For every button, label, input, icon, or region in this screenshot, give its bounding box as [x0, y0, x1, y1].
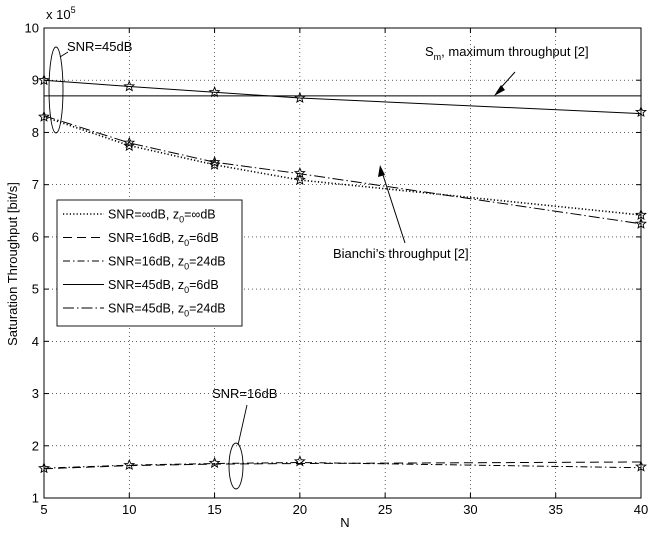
bianchi-arrowhead: [378, 165, 385, 177]
legend-box: [56, 199, 243, 327]
snr45-pointer: [59, 51, 69, 58]
star-marker: [123, 458, 136, 471]
x-tick-label: 10: [122, 502, 136, 517]
snr16-ellipse: [228, 442, 244, 490]
star-marker: [293, 173, 306, 185]
x-tick-label: 25: [378, 502, 392, 517]
series-line-3: [43, 461, 642, 469]
y-tick-label: 2: [32, 438, 39, 453]
y-tick-label: 4: [32, 334, 39, 349]
snr45-label: SNR=45dB: [67, 39, 132, 54]
y-tick-label: 8: [32, 125, 39, 140]
y-tick-label: 7: [32, 177, 39, 192]
star-marker: [208, 158, 221, 170]
snr45-annotation: SNR=45dB: [48, 39, 132, 134]
star-marker: [123, 136, 136, 148]
snr16-annotation: SNR=16dB: [212, 386, 277, 490]
star-marker: [208, 85, 221, 98]
star-marker: [208, 456, 221, 469]
legend-label-2: SNR=16dB, z0=6dB: [108, 231, 219, 248]
bianchi-label: Bianchi’s throughput [2]: [333, 246, 469, 261]
star-marker: [123, 80, 136, 92]
bianchi-arrow: [381, 171, 406, 244]
y-tick-label: 5: [32, 282, 39, 297]
x-axis-title: N: [340, 515, 349, 530]
series-line-4: [43, 79, 642, 115]
star-marker: [123, 139, 136, 152]
sm-arrowhead: [494, 85, 505, 96]
series-line-5: [43, 115, 642, 225]
star-marker: [293, 455, 306, 467]
snr16-pointer: [237, 404, 248, 446]
sm-label: Sm, maximum throughput [2]: [425, 44, 589, 62]
x-tick-label: 20: [293, 502, 307, 517]
snr45-ellipse: [48, 46, 64, 134]
x-tick-label: 30: [463, 502, 477, 517]
star-marker: [293, 91, 306, 103]
legend-label-5: SNR=45dB, z0=24dB: [108, 302, 226, 319]
y-tick-label: 3: [32, 386, 39, 401]
x-tick-label: 35: [548, 502, 562, 517]
y-tick-label: 9: [32, 73, 39, 88]
sm-annotation: Sm, maximum throughput [2]: [425, 44, 589, 96]
y-axis-title: Saturation Throughput [bit/s]: [5, 182, 20, 346]
x-tick-label: 5: [40, 502, 47, 517]
series-line-2: [43, 461, 642, 470]
y-tick-label: 6: [32, 229, 39, 244]
legend-label-3: SNR=16dB, z0=24dB: [108, 255, 226, 272]
x-tick-label: 15: [207, 502, 221, 517]
snr16-label: SNR=16dB: [212, 386, 277, 401]
bianchi-annotation: Bianchi’s throughput [2]: [333, 165, 469, 261]
y-tick-label: 10: [25, 21, 39, 36]
y-axis-multiplier: x 105: [46, 5, 76, 22]
y-tick-label: 1: [32, 491, 39, 506]
x-tick-label: 40: [634, 502, 648, 517]
legend: SNR=∞dB, z0=∞dB SNR=16dB, z0=6dB SNR=16dB,…: [56, 199, 243, 327]
legend-label-1: SNR=∞dB, z0=∞dB: [108, 208, 216, 225]
plot-area-frame: [43, 27, 642, 499]
star-marker: [208, 156, 221, 168]
legend-label-4: SNR=45dB, z0=6dB: [108, 278, 219, 295]
axis-ticks: 5 10 15 20 25 30 35 40 1 2 3 4 5 6 7 8 9 10: [25, 21, 649, 518]
